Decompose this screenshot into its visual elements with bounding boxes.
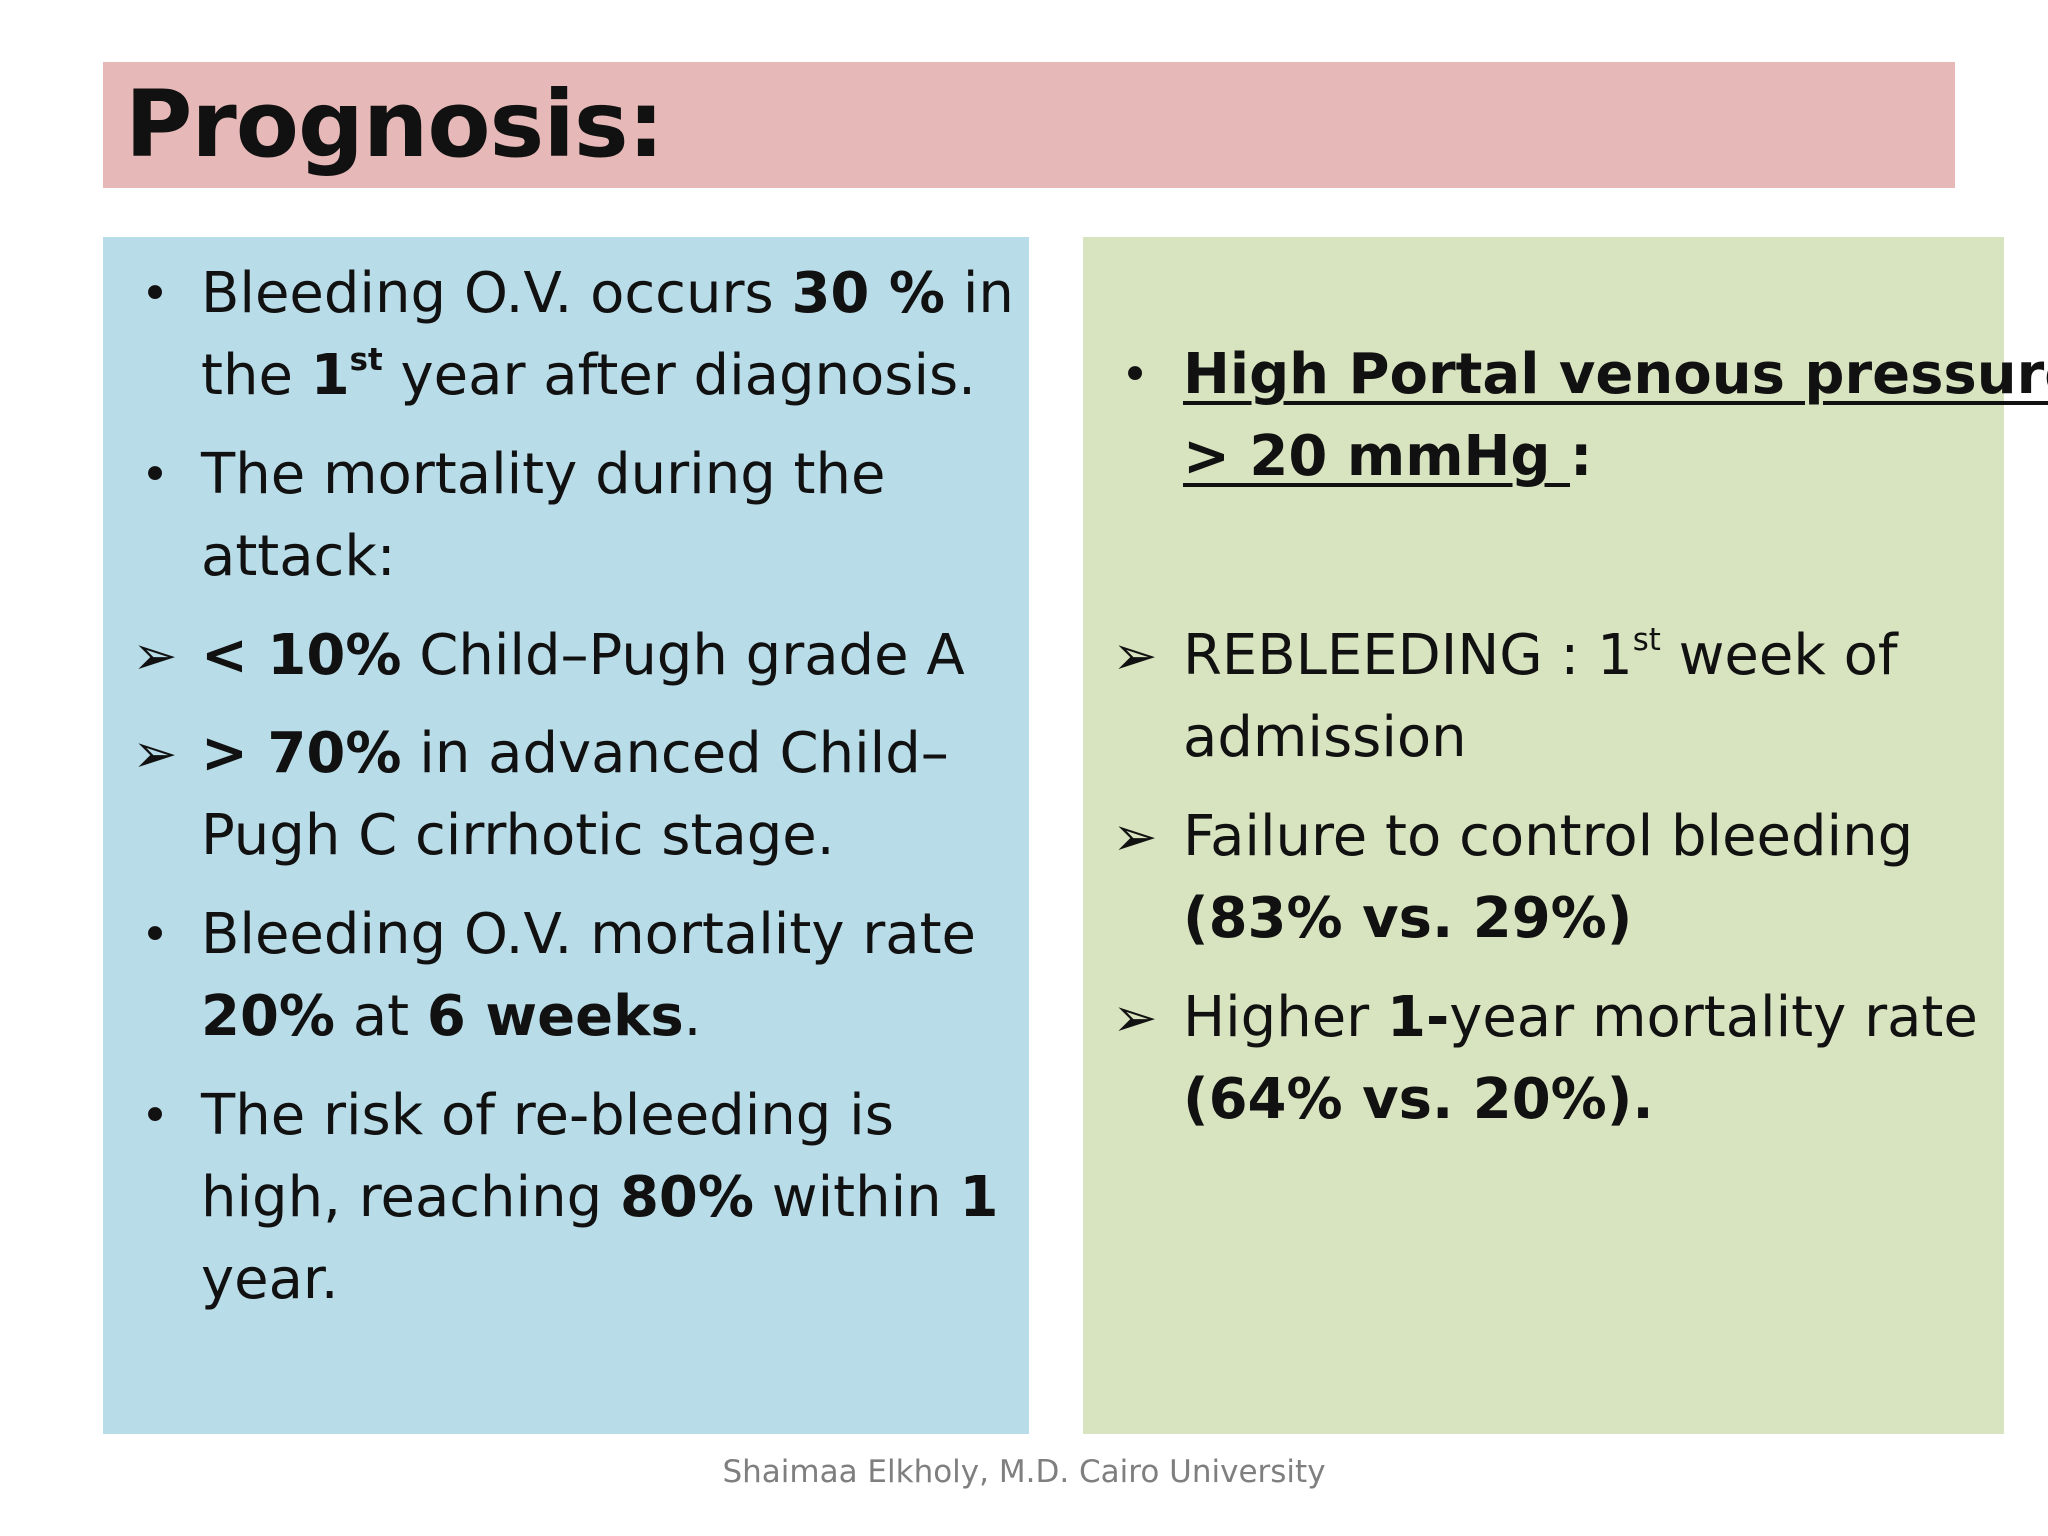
bullet-icon: • <box>140 447 170 503</box>
bullet-icon: • <box>140 266 170 322</box>
arrow-bullet-icon: ➢ <box>132 624 178 687</box>
arrow-bullet-icon: ➢ <box>1112 624 1158 687</box>
right-panel: • High Portal venous pressure > 20 mmHg … <box>1083 237 2048 1434</box>
slide-footer: Shaimaa Elkholy, M.D. Cairo University <box>722 1454 1326 1490</box>
bullet-icon: • <box>140 1088 170 1144</box>
arrow-bullet-icon: ➢ <box>1112 805 1158 868</box>
arrow-bullet-icon: ➢ <box>132 722 178 785</box>
bullet-icon: • <box>140 907 170 963</box>
bullet-icon: • <box>1120 347 1150 403</box>
left-panel: • Bleeding O.V. occurs 30 % in the 1st y… <box>103 237 1029 1434</box>
title-bar: Prognosis: <box>103 62 1955 188</box>
slide-title: Prognosis: <box>125 71 664 178</box>
arrow-bullet-icon: ➢ <box>1112 986 1158 1049</box>
